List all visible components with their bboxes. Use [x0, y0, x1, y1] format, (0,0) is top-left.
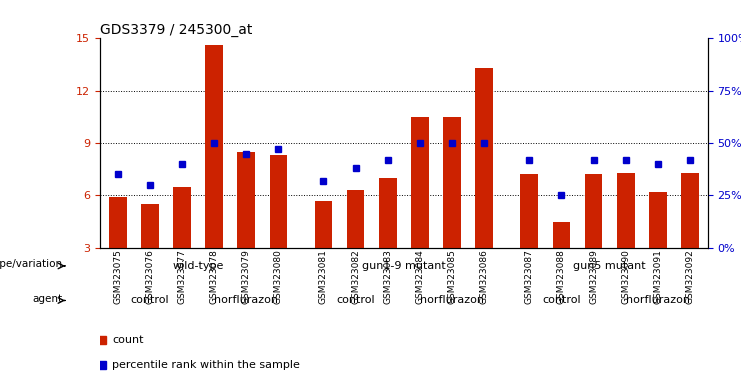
Text: control: control — [336, 295, 375, 306]
Text: count: count — [113, 335, 144, 345]
Text: control: control — [542, 295, 581, 306]
Bar — [585, 174, 602, 300]
Bar — [109, 197, 127, 300]
Bar — [443, 117, 461, 300]
Bar — [649, 192, 667, 300]
Bar — [347, 190, 365, 300]
Bar — [379, 178, 396, 300]
Bar — [681, 173, 699, 300]
Text: gun5 mutant: gun5 mutant — [574, 261, 646, 271]
Bar — [476, 68, 493, 300]
Text: GDS3379 / 245300_at: GDS3379 / 245300_at — [100, 23, 253, 37]
Text: norflurazon: norflurazon — [626, 295, 690, 306]
Bar — [270, 155, 288, 300]
Text: control: control — [130, 295, 169, 306]
Bar — [617, 173, 634, 300]
Text: agent: agent — [32, 294, 62, 304]
Bar — [237, 152, 255, 300]
Bar — [173, 187, 191, 300]
Text: gun1-9 mutant: gun1-9 mutant — [362, 261, 446, 271]
Text: wild-type: wild-type — [173, 261, 224, 271]
Text: genotype/variation: genotype/variation — [0, 259, 62, 269]
Bar — [141, 204, 159, 300]
Bar — [315, 200, 332, 300]
Bar — [520, 174, 538, 300]
Text: percentile rank within the sample: percentile rank within the sample — [113, 360, 300, 370]
Bar — [205, 45, 223, 300]
Text: norflurazon: norflurazon — [214, 295, 279, 306]
Bar — [553, 222, 571, 300]
Text: norflurazon: norflurazon — [420, 295, 484, 306]
Bar — [411, 117, 429, 300]
